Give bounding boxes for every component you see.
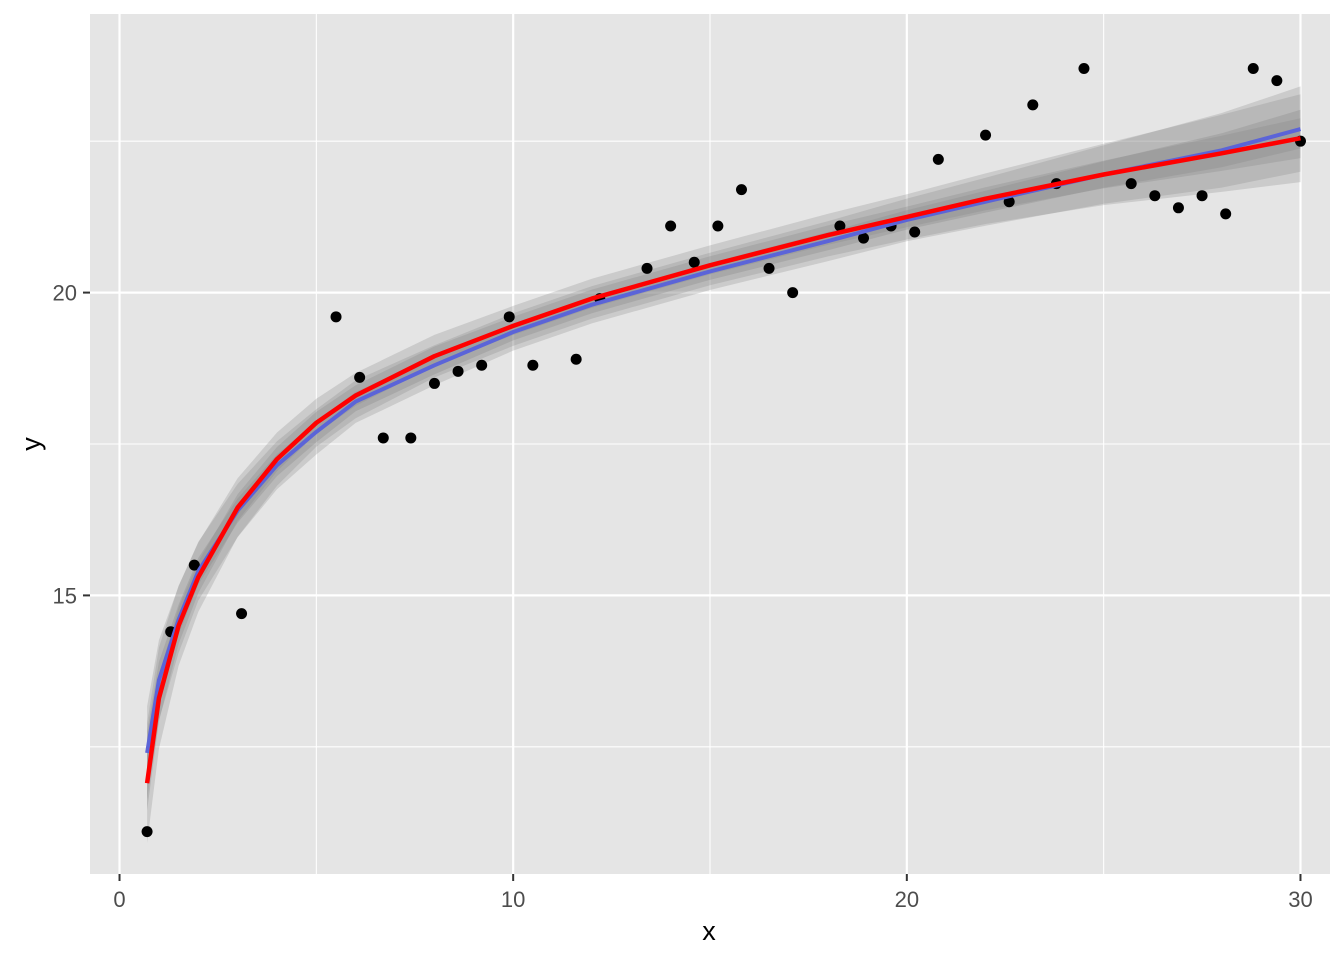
confidence-band-2 (147, 94, 1301, 844)
data-point (932, 153, 944, 165)
y-axis-title: y (16, 437, 46, 451)
data-point (1247, 63, 1259, 75)
data-point (1149, 190, 1161, 202)
data-point (236, 608, 248, 620)
data-point (1078, 63, 1090, 75)
data-point (1125, 178, 1137, 190)
data-point (909, 226, 921, 238)
x-tick-label: 10 (501, 887, 525, 912)
data-point (377, 432, 389, 444)
x-axis-title: x (702, 916, 716, 946)
data-point (428, 377, 440, 389)
data-point (1271, 75, 1283, 87)
x-tick-label: 0 (113, 887, 125, 912)
data-point (354, 371, 366, 383)
data-point (641, 262, 653, 274)
data-point (405, 432, 417, 444)
data-point (712, 220, 724, 232)
data-points (141, 63, 1306, 838)
y-tick-label: 15 (53, 583, 77, 608)
data-point (476, 359, 488, 371)
data-point (503, 311, 515, 323)
data-point (1172, 202, 1184, 214)
data-point (1027, 99, 1039, 111)
data-point (858, 232, 870, 244)
data-point (452, 365, 464, 377)
data-point (735, 184, 747, 196)
x-tick-label: 20 (895, 887, 919, 912)
data-point (1196, 190, 1208, 202)
data-point (834, 220, 846, 232)
y-tick-label: 20 (53, 281, 77, 306)
data-point (188, 559, 200, 571)
fit-lines (144, 127, 1302, 784)
data-point (980, 129, 992, 141)
data-point (527, 359, 539, 371)
data-point (763, 262, 775, 274)
minor-gridlines (90, 14, 1330, 874)
data-point (787, 287, 799, 299)
data-point (1220, 208, 1232, 220)
data-point (1003, 196, 1015, 208)
confidence-band-2 (147, 118, 1301, 811)
fit-line-1 (145, 127, 1302, 754)
x-tick-label: 30 (1288, 887, 1312, 912)
data-point (665, 220, 677, 232)
data-point (688, 256, 700, 268)
data-point (570, 353, 582, 365)
major-gridlines (90, 14, 1330, 874)
data-point (330, 311, 342, 323)
data-point (141, 826, 153, 838)
x-axis: 0 10 20 30 (113, 874, 1313, 912)
fit-line-2 (144, 135, 1301, 784)
